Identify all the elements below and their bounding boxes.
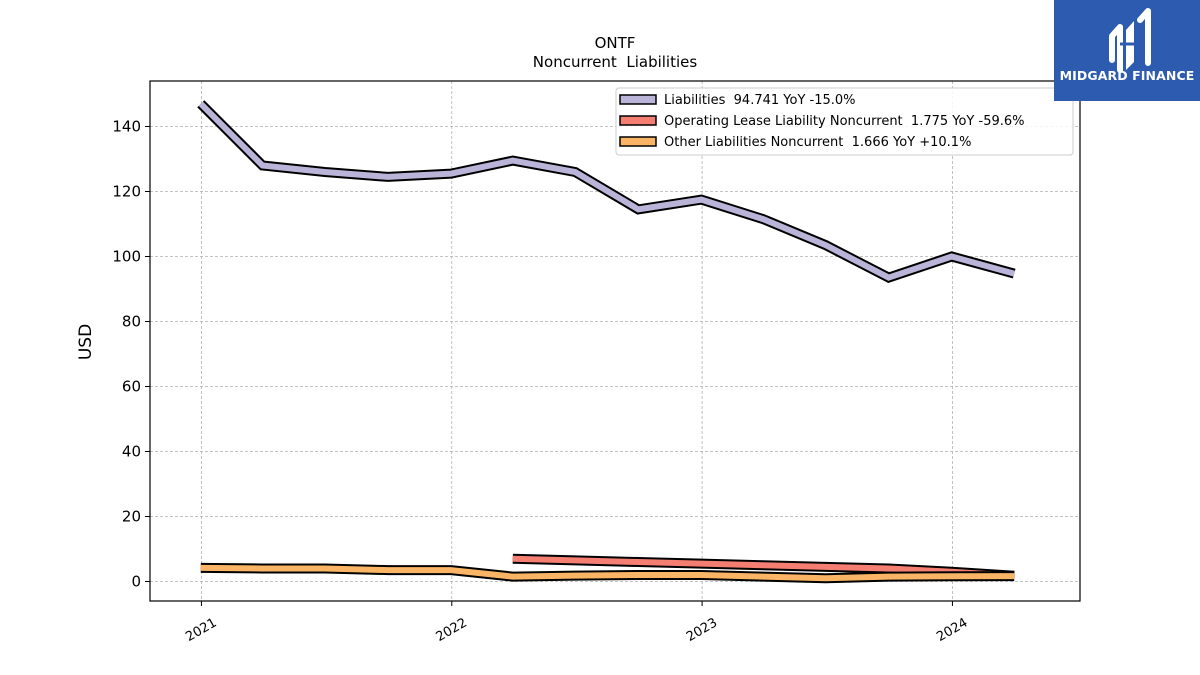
y-axis-label: USD bbox=[76, 324, 96, 360]
legend-label: Operating Lease Liability Noncurrent 1.7… bbox=[664, 114, 1025, 129]
legend-label: Other Liabilities Noncurrent 1.666 YoY +… bbox=[664, 135, 971, 150]
series-3-line bbox=[200, 562, 1015, 584]
midgard-finance-logo: MIDGARD FINANCE bbox=[1054, 0, 1200, 101]
y-tick-label: 0 bbox=[131, 573, 141, 591]
series-2-line bbox=[512, 553, 1015, 581]
x-tick-label: 2024 bbox=[934, 615, 970, 645]
y-tick-label: 40 bbox=[122, 443, 141, 461]
series-lines bbox=[197, 100, 1016, 584]
logo-text: MIDGARD FINANCE bbox=[1059, 68, 1195, 83]
x-tick-label: 2021 bbox=[183, 615, 219, 645]
legend-box bbox=[615, 87, 1074, 156]
legend: Liabilities 94.741 YoY -15.0% Operating L… bbox=[615, 87, 1074, 156]
series-1-line bbox=[197, 100, 1016, 284]
series-core bbox=[198, 101, 1015, 281]
y-tick-label: 140 bbox=[112, 118, 141, 136]
chart-title: ONTF bbox=[595, 34, 636, 52]
y-tick-label: 120 bbox=[112, 183, 141, 201]
x-tick-label: 2023 bbox=[684, 615, 720, 645]
legend-swatch bbox=[619, 136, 657, 147]
y-tick-label: 100 bbox=[112, 248, 141, 266]
y-tick-label: 60 bbox=[122, 378, 141, 396]
grid bbox=[150, 81, 1080, 601]
legend-label: Liabilities 94.741 YoY -15.0% bbox=[664, 93, 856, 108]
series-core bbox=[200, 564, 1015, 582]
midgard-logo-icon bbox=[1109, 8, 1151, 73]
plot-frame bbox=[149, 80, 1081, 602]
y-tick-label: 20 bbox=[122, 508, 141, 526]
chart-subtitle: Noncurrent Liabilities bbox=[533, 53, 698, 71]
series-core bbox=[512, 555, 1015, 579]
y-tick-label: 80 bbox=[122, 313, 141, 331]
legend-swatch bbox=[619, 115, 657, 126]
legend-swatch bbox=[619, 94, 657, 105]
x-tick-label: 2022 bbox=[434, 615, 470, 645]
